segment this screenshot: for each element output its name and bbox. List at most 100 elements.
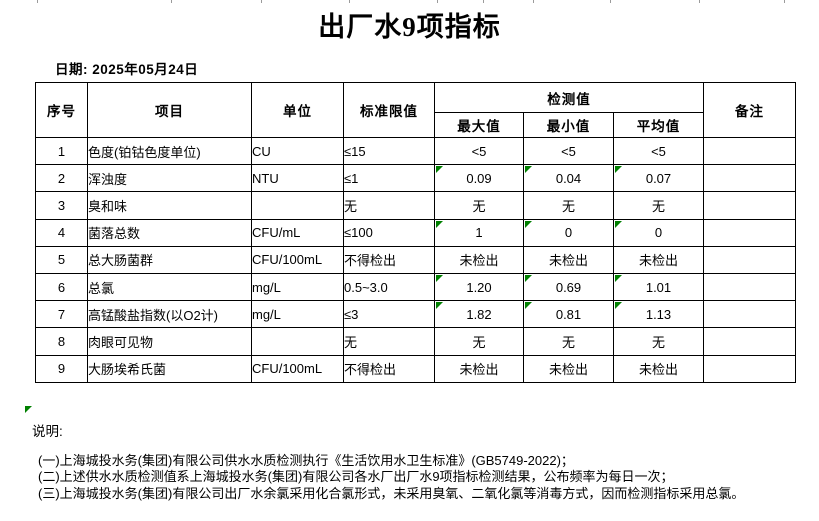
excel-flag-triangle-icon [525,220,532,228]
indicators-table: 序号 项目 单位 标准限值 检测值 备注 最大值 最小值 平均值 1 色度(铂钴… [35,82,797,383]
cell-unit: CU [251,136,344,166]
table-row: 5 总大肠菌群 CFU/100mL 不得检出 未检出 未检出 未检出 [35,245,797,274]
cell-item: 浑浊度 [87,164,252,193]
excel-flag-triangle-icon [615,220,622,228]
grid-tick [784,0,785,3]
cell-unit: NTU [251,164,344,193]
cell-max: <5 [434,136,524,166]
cell-unit [251,191,344,220]
table-row: 3 臭和味 无 无 无 无 [35,191,797,220]
cell-max: 未检出 [434,354,524,383]
grid-tick [533,0,534,3]
cell-item: 臭和味 [87,191,252,220]
cell-remark [703,327,797,356]
cell-remark [703,191,797,220]
col-header-detection: 检测值 [433,82,705,113]
cell-limit: 无 [343,327,435,356]
cell-avg: 0 [612,218,705,247]
cell-min: 0.69 [523,272,614,302]
cell-index: 1 [35,136,88,166]
date-label: 日期: 2025年05月24日 [55,62,199,77]
col-header-item: 项目 [87,82,252,138]
cell-max: 1.82 [434,300,524,329]
cell-unit: mg/L [251,272,344,302]
cell-item: 大肠埃希氏菌 [87,354,252,383]
cell-index: 3 [35,191,88,220]
cell-unit: CFU/100mL [251,245,344,274]
cell-avg: <5 [612,136,705,166]
notes: (一)上海城投水务(集团)有限公司供水水质检测执行《生活饮用水卫生标准》(GB5… [38,453,744,502]
cell-limit: ≤15 [343,136,435,166]
cell-remark [703,136,797,166]
cell-remark [703,354,797,383]
cell-index: 6 [35,272,88,302]
cell-remark [703,245,797,274]
cell-item: 菌落总数 [87,218,252,247]
cell-unit: CFU/100mL [251,354,344,383]
col-header-limit: 标准限值 [343,82,435,138]
cell-max: 无 [434,327,524,356]
cell-limit: ≤3 [343,300,435,329]
cell-avg: 0.07 [612,164,705,193]
note-line-2: (二)上述供水水质检测值系上海城投水务(集团)有限公司各水厂出厂水9项指标检测结… [38,469,674,485]
cell-avg: 无 [612,191,705,220]
cell-index: 7 [35,300,88,329]
cell-limit: 0.5~3.0 [343,272,435,302]
cell-unit: CFU/mL [251,218,344,247]
grid-tick [699,0,700,3]
cell-min: 0.04 [523,164,614,193]
cell-index: 4 [35,218,88,247]
cell-max: 0.09 [434,164,524,193]
cell-index: 9 [35,354,88,383]
cell-unit [251,327,344,356]
cell-min: 无 [523,191,614,220]
excel-flag-triangle-icon [436,166,443,174]
page-title: 出厂水9项指标 [318,12,501,42]
cell-min: 0.81 [523,300,614,329]
cell-index: 2 [35,164,88,193]
table-row: 1 色度(铂钴色度单位) CU ≤15 <5 <5 <5 [35,136,797,166]
header-row-sub: 最大值 最小值 平均值 [36,112,796,138]
cell-min: 未检出 [523,354,614,383]
col-header-avg: 平均值 [612,112,705,138]
table-header: 序号 项目 单位 标准限值 检测值 备注 最大值 最小值 平均值 [35,82,797,138]
excel-flag-triangle-icon [525,302,532,310]
grid-tick [261,0,262,3]
cell-item: 总大肠菌群 [87,245,252,274]
excel-flag-triangle-icon [615,166,622,174]
excel-flag-triangle-icon [615,274,622,282]
excel-flag-triangle-icon [525,166,532,174]
cell-avg: 未检出 [612,354,705,383]
grid-tick [437,0,438,3]
cell-remark [703,164,797,193]
cell-unit: mg/L [251,300,344,329]
excel-flag-triangle-icon [436,274,443,282]
table-row: 6 总氯 mg/L 0.5~3.0 1.20 0.69 1.01 [35,272,797,302]
grid-tick [37,0,38,3]
col-header-min: 最小值 [523,112,614,138]
col-header-max: 最大值 [434,112,524,138]
note-line-3: (三)上海城投水务(集团)有限公司出厂水余氯采用化合氯形式，未采用臭氧、二氧化氯… [38,485,745,501]
cell-avg: 无 [612,327,705,356]
cell-item: 肉眼可见物 [87,327,252,356]
header-row-top: 序号 项目 单位 标准限值 检测值 备注 [35,82,797,138]
excel-flag-triangle-icon [615,302,622,310]
cell-item: 色度(铂钴色度单位) [87,136,252,166]
cell-limit: 不得检出 [343,354,435,383]
excel-flag-triangle-icon [25,406,32,413]
grid-tick [171,0,172,3]
cell-min: <5 [523,136,614,166]
cell-remark [703,272,797,302]
notes-label: 说明: [32,424,63,439]
excel-flag-triangle-icon [525,274,532,282]
cell-limit: 无 [343,191,435,220]
cell-index: 5 [35,245,88,274]
col-header-unit: 单位 [251,82,344,138]
col-header-remark: 备注 [703,82,797,138]
cell-min: 未检出 [523,245,614,274]
cell-max: 未检出 [434,245,524,274]
excel-flag-triangle-icon [436,220,443,228]
cell-max: 无 [434,191,524,220]
cell-limit: ≤100 [343,218,435,247]
